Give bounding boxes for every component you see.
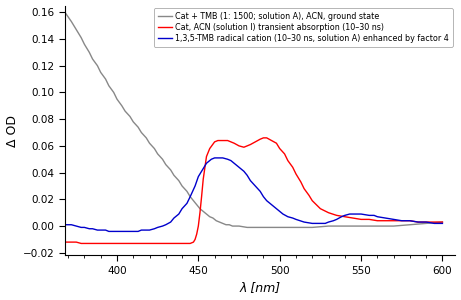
Cat + TMB (1: 1500; solution A), ACN, ground state: (600, 0.003): 1500; solution A), ACN, ground state: (6… [440, 220, 445, 224]
Cat + TMB (1: 1500; solution A), ACN, ground state: (423, 0.058): 1500; solution A), ACN, ground state: (4… [152, 147, 157, 150]
1,3,5-TMB radical cation (10–30 ns, solution A) enhanced by factor 4 [277, 210, 283, 213]
Cat, ACN (solution I) transient absorption (10–30 ns) [62, 240, 68, 244]
Cat + TMB (1: 1500; solution A), ACN, ground state: (480, -0.001): 1500; solution A), ACN, ground state: (4… [244, 226, 250, 229]
Line: Cat + TMB (1: 1500; solution A), ACN, ground state: Cat + TMB (1: 1500; solution A), ACN, gr… [65, 12, 443, 227]
1,3,5-TMB radical cation (10–30 ns, solution A) enhanced by factor 4 [350, 212, 356, 216]
Cat, ACN (solution I) transient absorption (10–30 ns) [358, 218, 364, 221]
Cat, ACN (solution I) transient absorption (10–30 ns) [78, 242, 84, 245]
1,3,5-TMB radical cation (10–30 ns, solution A) enhanced by factor 4 [253, 184, 258, 188]
Cat + TMB (1: 1500; solution A), ACN, ground state: (457, 0.007): 1500; solution A), ACN, ground state: (4… [207, 215, 213, 218]
1,3,5-TMB radical cation (10–30 ns, solution A) enhanced by factor 4 [62, 223, 68, 226]
1,3,5-TMB radical cation (10–30 ns, solution A) enhanced by factor 4 [391, 218, 396, 221]
Cat, ACN (solution I) transient absorption (10–30 ns) [194, 232, 200, 236]
1,3,5-TMB radical cation (10–30 ns, solution A) enhanced by factor 4 [371, 214, 377, 217]
Legend: Cat + TMB (1: 1500; solution A), ACN, ground state, Cat, ACN (solution I) transi: Cat + TMB (1: 1500; solution A), ACN, gr… [154, 8, 453, 47]
1,3,5-TMB radical cation (10–30 ns, solution A) enhanced by factor 4 [326, 220, 331, 224]
X-axis label: λ [nm]: λ [nm] [240, 281, 281, 294]
Cat, ACN (solution I) transient absorption (10–30 ns) [375, 219, 380, 223]
Cat, ACN (solution I) transient absorption (10–30 ns) [399, 219, 404, 223]
Cat + TMB (1: 1500; solution A), ACN, ground state: (449, 0.016): 1500; solution A), ACN, ground state: (4… [194, 203, 200, 206]
Line: Cat, ACN (solution I) transient absorption (10–30 ns): Cat, ACN (solution I) transient absorpti… [65, 138, 443, 243]
Cat, ACN (solution I) transient absorption (10–30 ns) [440, 220, 445, 224]
1,3,5-TMB radical cation (10–30 ns, solution A) enhanced by factor 4 [440, 222, 445, 225]
Cat, ACN (solution I) transient absorption (10–30 ns) [155, 242, 160, 245]
Cat + TMB (1: 1500; solution A), ACN, ground state: (400, 0.095): 1500; solution A), ACN, ground state: (4… [114, 97, 120, 101]
Cat + TMB (1: 1500; solution A), ACN, ground state: (368, 0.16): 1500; solution A), ACN, ground state: (3… [62, 11, 68, 14]
Line: 1,3,5-TMB radical cation (10–30 ns, solution A) enhanced by factor 4: 1,3,5-TMB radical cation (10–30 ns, solu… [65, 158, 443, 231]
Cat + TMB (1: 1500; solution A), ACN, ground state: (530, 0): 1500; solution A), ACN, ground state: (5… [326, 224, 331, 228]
Cat, ACN (solution I) transient absorption (10–30 ns) [231, 141, 237, 145]
Cat, ACN (solution I) transient absorption (10–30 ns) [260, 136, 266, 140]
1,3,5-TMB radical cation (10–30 ns, solution A) enhanced by factor 4 [106, 230, 112, 233]
1,3,5-TMB radical cation (10–30 ns, solution A) enhanced by factor 4 [212, 156, 218, 160]
Y-axis label: Δ OD: Δ OD [6, 115, 18, 146]
Cat + TMB (1: 1500; solution A), ACN, ground state: (405, 0.086): 1500; solution A), ACN, ground state: (4… [122, 109, 128, 113]
